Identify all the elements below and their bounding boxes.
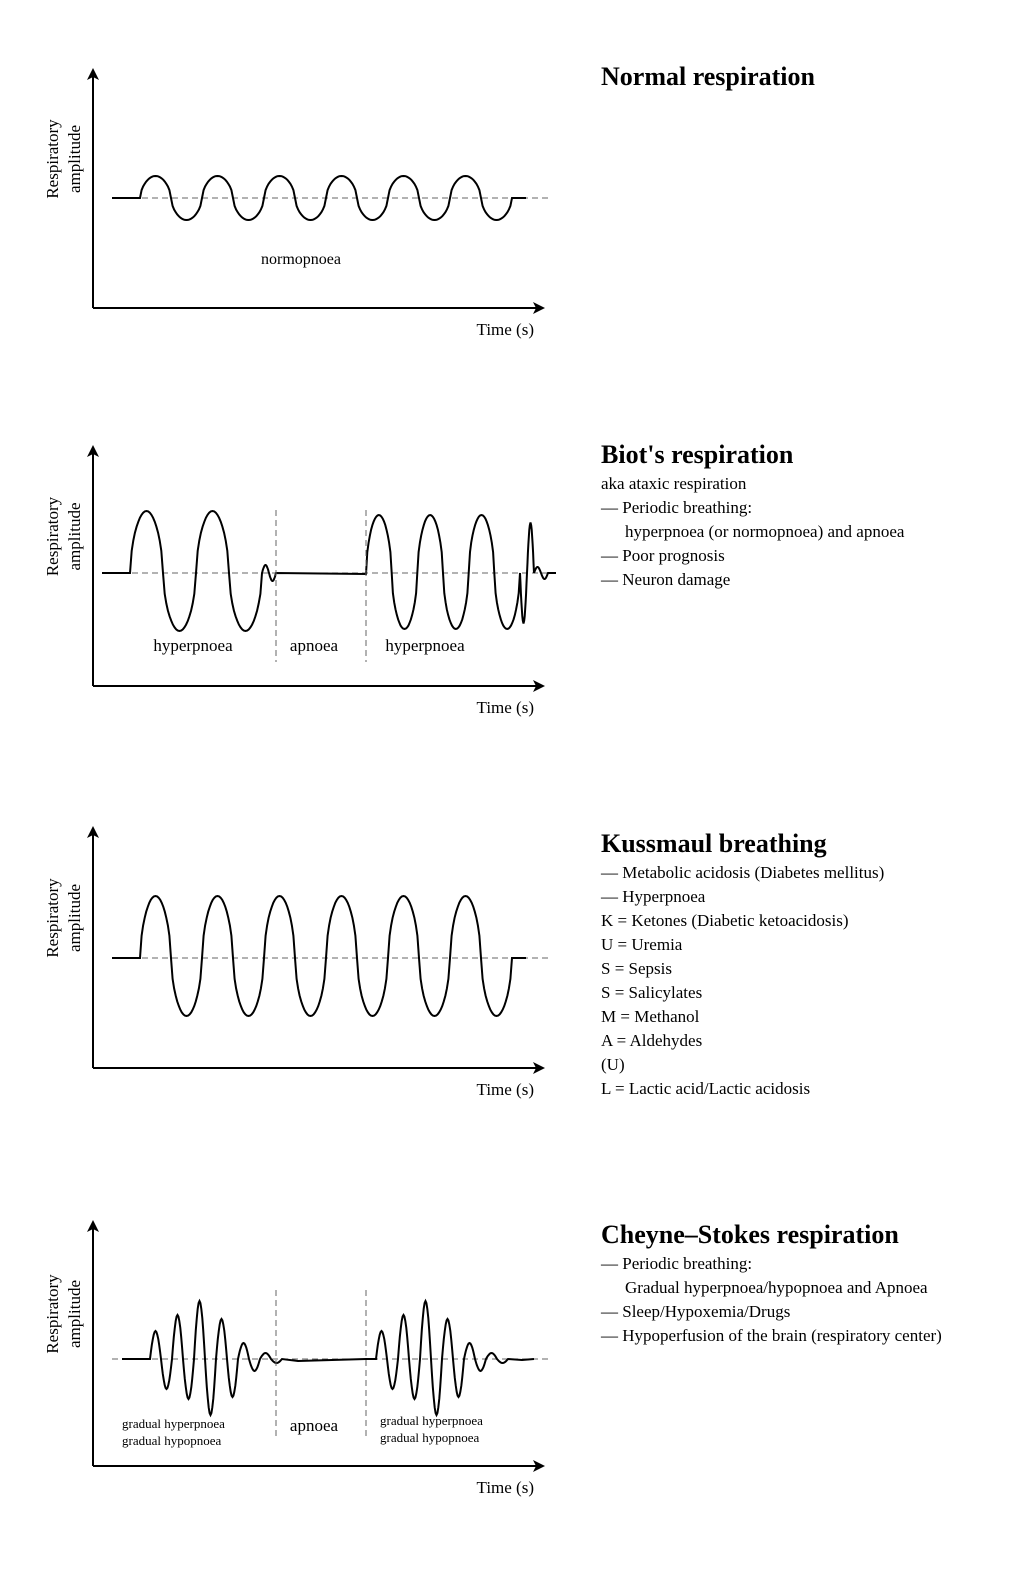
panel-title: Cheyne–Stokes respiration: [601, 1220, 899, 1249]
description-line: U = Uremia: [601, 935, 683, 954]
description-line: K = Ketones (Diabetic ketoacidosis): [601, 911, 849, 930]
waveform-cheyne-stokes: [122, 1298, 535, 1418]
description-line: Gradual hyperpnoea/hypopnoea and Apnoea: [625, 1278, 928, 1297]
description-line: (U): [601, 1055, 625, 1074]
x-axis-label: Time (s): [477, 1080, 534, 1099]
chart-biot: Respiratory amplitude Time (s) hyperpnoea ap…: [43, 445, 556, 717]
description-line: — Sleep/Hypoxemia/Drugs: [601, 1302, 791, 1321]
segment-label: gradual hyperpnoea gradual hypopnoea: [122, 1416, 225, 1448]
description-line: — Hyperpnoea: [601, 887, 706, 906]
waveform-biot: [102, 509, 556, 633]
panel-title: Biot's respiration: [601, 440, 794, 469]
description-line: — Hypoperfusion of the brain (respirator…: [601, 1326, 942, 1345]
panel-title: Kussmaul breathing: [601, 829, 827, 858]
y-axis-label: Respiratory amplitude: [43, 496, 84, 576]
x-axis-label: Time (s): [477, 320, 534, 339]
panel-title: Normal respiration: [601, 62, 815, 91]
panel-description-kussmaul: Kussmaul breathing — Metabolic acidosis (…: [601, 829, 1011, 1101]
description-line: — Periodic breathing:: [601, 498, 753, 517]
panel-description-cheyne-stokes: Cheyne–Stokes respiration — Periodic brea…: [601, 1220, 1011, 1348]
segment-label: normopnoea: [261, 251, 341, 268]
segment-label: gradual hyperpnoea gradual hypopnoea: [380, 1413, 483, 1445]
chart-normal: Respiratory amplitude Time (s) normopnoea: [43, 68, 550, 339]
description-line: — Periodic breathing:: [601, 1254, 753, 1273]
y-axis-label: Respiratory amplitude: [43, 119, 84, 199]
description-line: S = Salicylates: [601, 983, 703, 1002]
x-axis-label: Time (s): [477, 1478, 534, 1497]
chart-cheyne-stokes: Respiratory amplitude Time (s) gradual hype…: [43, 1220, 550, 1497]
panel-description-biot: Biot's respiration aka ataxic respiration…: [601, 440, 1011, 592]
waveform-kussmaul: [112, 894, 526, 1018]
x-axis-label: Time (s): [477, 698, 534, 717]
description-line: aka ataxic respiration: [601, 474, 747, 493]
panel-description-normal: Normal respiration: [601, 62, 1011, 94]
description-line: A = Aldehydes: [601, 1031, 703, 1050]
y-axis-label: Respiratory amplitude: [43, 878, 84, 958]
y-axis-label: Respiratory amplitude: [43, 1274, 84, 1354]
description-line: S = Sepsis: [601, 959, 672, 978]
segment-label: apnoea: [290, 636, 339, 655]
description-line: hyperpnoea (or normopnoea) and apnoea: [625, 522, 905, 541]
description-line: L = Lactic acid/Lactic acidosis: [601, 1079, 811, 1098]
waveform-normopnoea: [112, 174, 526, 222]
description-line: — Poor prognosis: [601, 546, 725, 565]
description-line: — Metabolic acidosis (Diabetes mellitus): [601, 863, 885, 882]
description-line: M = Methanol: [601, 1007, 700, 1026]
segment-label: hyperpnoea: [385, 636, 465, 655]
segment-label: hyperpnoea: [153, 636, 233, 655]
chart-kussmaul: Respiratory amplitude Time (s): [43, 826, 550, 1099]
description-line: — Neuron damage: [601, 570, 731, 589]
segment-label: apnoea: [290, 1416, 339, 1435]
